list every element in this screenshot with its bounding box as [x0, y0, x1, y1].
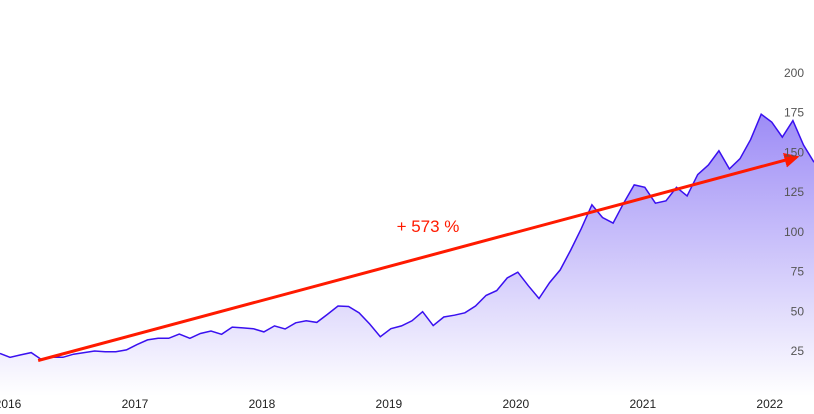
x-tick-label: 2018 — [249, 397, 276, 411]
y-tick-label: 200 — [784, 66, 804, 80]
x-tick-label: 2020 — [502, 397, 529, 411]
growth-arrow — [37, 152, 800, 362]
y-tick-label: 75 — [791, 265, 805, 279]
y-tick-label: 125 — [784, 185, 804, 199]
x-axis: 2016 2017 2018 2019 2020 2021 2022 — [0, 397, 783, 411]
x-tick-label: 2022 — [756, 397, 783, 411]
growth-annotation: + 573 % — [397, 217, 460, 236]
y-tick-label: 175 — [784, 106, 804, 120]
y-tick-label: 25 — [791, 344, 805, 358]
y-tick-label: 100 — [784, 225, 804, 239]
y-axis: 25 50 75 100 125 150 175 200 — [784, 66, 804, 358]
x-tick-label: 2021 — [629, 397, 656, 411]
y-tick-label: 50 — [791, 304, 805, 318]
price-area — [0, 114, 814, 396]
x-tick-label: 2019 — [376, 397, 403, 411]
y-tick-label: 150 — [784, 145, 804, 159]
x-tick-label: 2016 — [0, 397, 22, 411]
x-tick-label: 2017 — [122, 397, 149, 411]
